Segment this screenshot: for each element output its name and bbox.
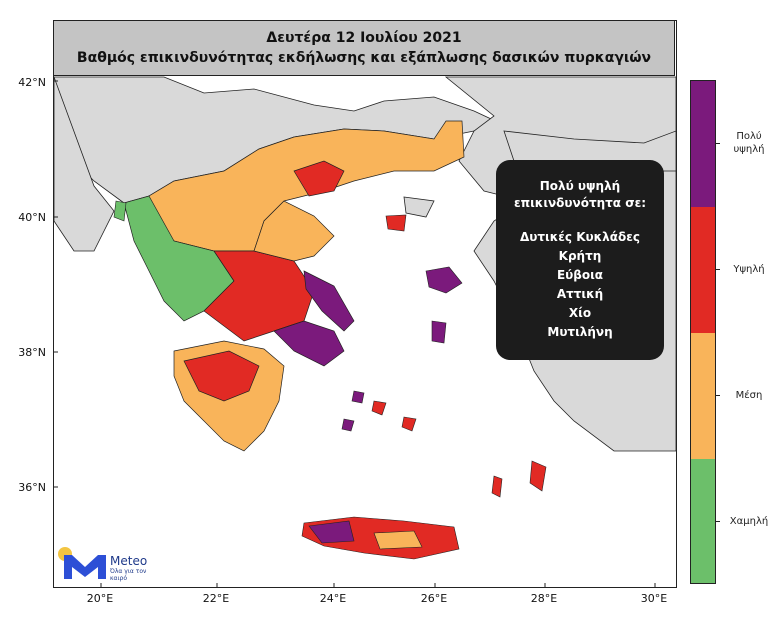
region-thessaly — [253, 200, 335, 262]
corfu — [113, 200, 127, 222]
info-area-item: Εύβοια — [556, 268, 604, 282]
lon-label-28: 28°E — [530, 592, 558, 605]
lon-label-22: 22°E — [202, 592, 230, 605]
colorbar-tick — [716, 395, 720, 396]
legend-label-high: Υψηλή — [733, 264, 765, 275]
cyclades-2 — [371, 400, 387, 416]
legend-label-medium: Μέση — [735, 390, 763, 401]
logo-m-icon — [64, 555, 106, 579]
lon-label-30: 30°E — [640, 592, 668, 605]
danger-level-colorbar — [690, 80, 716, 584]
colorbar-medium — [691, 333, 715, 459]
lon-label-20: 20°E — [86, 592, 114, 605]
region-euboea — [303, 270, 355, 332]
info-area-item: Χίο — [568, 306, 592, 320]
info-area-list: Δυτικές Κυκλάδες Κρήτη Εύβοια Αττική Χίο… — [496, 228, 664, 342]
legend-label-very-high: Πολύ υψηλή — [718, 130, 780, 156]
info-area-item: Δυτικές Κυκλάδες — [519, 230, 641, 244]
crete-purple — [308, 520, 355, 544]
colorbar-tick — [716, 143, 720, 144]
crete-orange — [373, 530, 423, 550]
title-subtitle: Βαθμός επικινδυνότητας εκδήλωσης και εξά… — [76, 50, 652, 66]
cyclades-4 — [341, 418, 355, 432]
lon-label-24: 24°E — [319, 592, 347, 605]
colorbar-high — [691, 207, 715, 333]
region-chalkidiki — [293, 160, 345, 197]
logo-brand: Meteo — [110, 554, 148, 568]
info-title: Πολύ υψηλή επικινδυνότητα σε: — [496, 178, 664, 212]
info-area-item: Μυτιλήνη — [547, 325, 613, 339]
lat-label-38: 38°N — [18, 346, 46, 359]
very-high-danger-info-box: Πολύ υψηλή επικινδυνότητα σε: Δυτικές Κυ… — [496, 160, 664, 360]
region-west — [123, 195, 235, 322]
map-canvas — [54, 76, 676, 587]
info-area-item: Αττική — [556, 287, 604, 301]
cyclades-3 — [401, 416, 417, 432]
legend-label-very-high-line2: υψηλή — [733, 144, 765, 155]
chios — [431, 320, 447, 344]
lon-label-26: 26°E — [420, 592, 448, 605]
region-attica — [273, 320, 345, 367]
greek-islands — [113, 200, 547, 560]
colorbar-tick — [716, 269, 720, 270]
lemnos — [385, 214, 407, 232]
colorbar-tick — [716, 521, 720, 522]
title-date: Δευτέρα 12 Ιουλίου 2021 — [266, 30, 462, 46]
colorbar-very-high — [691, 81, 715, 207]
info-title-line1: Πολύ υψηλή — [539, 179, 621, 193]
lesvos — [425, 266, 463, 294]
info-area-item: Κρήτη — [558, 249, 602, 263]
logo-tagline: Όλα για τον καιρό — [110, 568, 147, 582]
greece-mainland — [123, 120, 465, 452]
lat-label-36: 36°N — [18, 481, 46, 494]
rhodes — [529, 460, 547, 492]
cyclades-1 — [351, 390, 365, 404]
info-title-line2: επικινδυνότητα σε: — [513, 196, 647, 210]
title-banner: Δευτέρα 12 Ιουλίου 2021 Βαθμός επικινδυν… — [53, 20, 675, 76]
karpathos — [491, 475, 503, 498]
colorbar-low — [691, 459, 715, 583]
lat-label-42: 42°N — [18, 76, 46, 89]
legend-label-very-high-line1: Πολύ — [736, 131, 762, 142]
frame-ticks — [54, 80, 656, 587]
region-peloponnese-red — [183, 350, 260, 402]
lat-label-40: 40°N — [18, 211, 46, 224]
meteo-logo: Meteo Όλα για τον καιρό — [58, 547, 158, 582]
legend-label-low: Χαμηλή — [729, 516, 769, 527]
